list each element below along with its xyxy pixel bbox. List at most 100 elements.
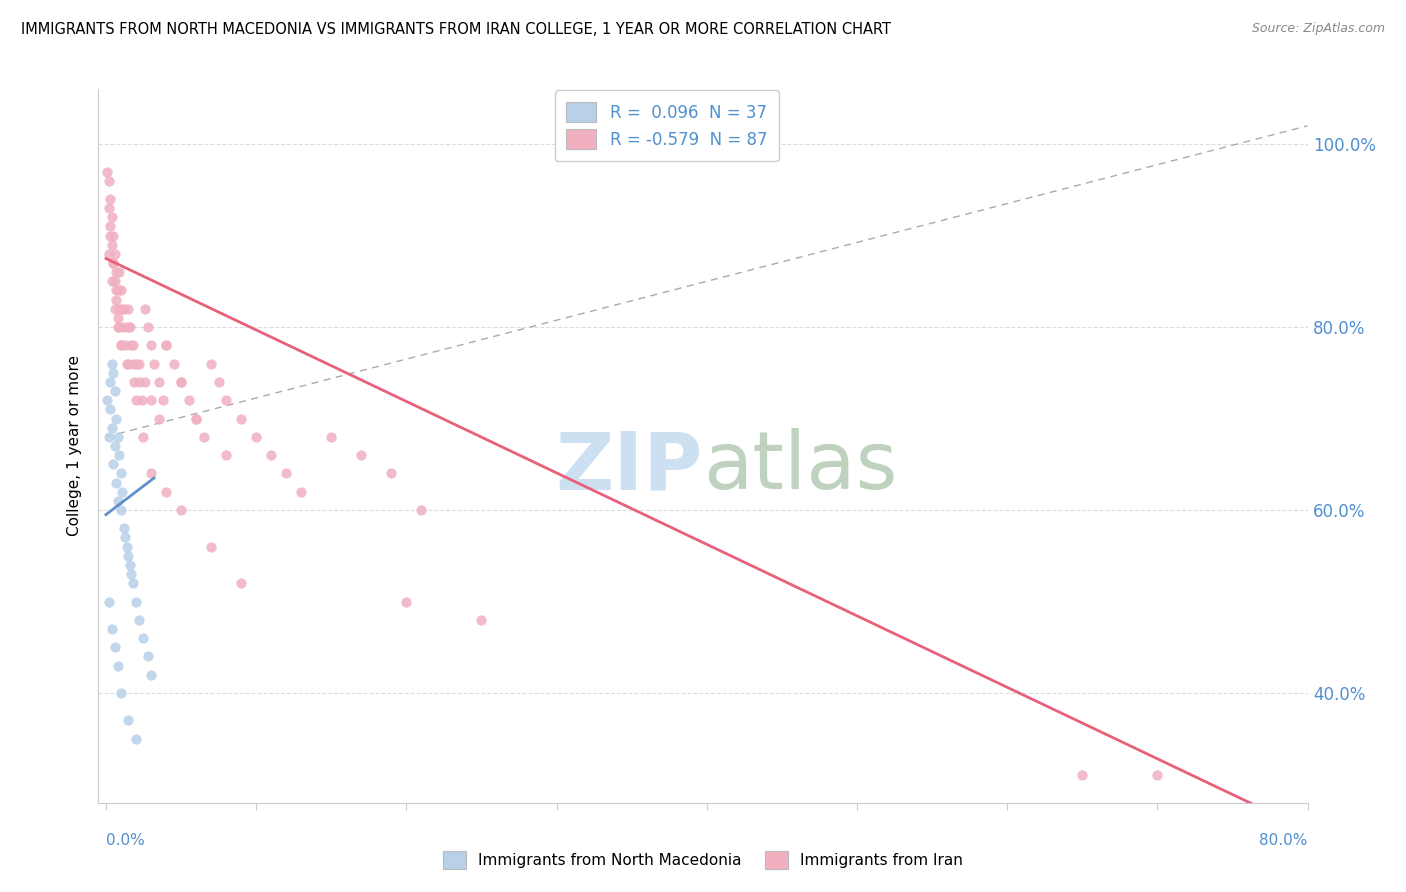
Point: [128, 613, 150, 627]
Point: [105, 284, 128, 298]
Point: [117, 549, 139, 563]
Point: [131, 393, 153, 408]
Point: [125, 594, 148, 608]
Point: [110, 338, 132, 352]
Point: [105, 265, 128, 279]
Point: [260, 448, 283, 462]
Point: [139, 338, 162, 352]
Point: [184, 411, 207, 425]
Point: [107, 658, 129, 673]
Point: [117, 714, 139, 728]
Point: [128, 357, 150, 371]
Point: [177, 393, 200, 408]
Point: [97, 174, 120, 188]
Point: [100, 402, 122, 417]
Text: 0.0%: 0.0%: [105, 833, 145, 848]
Point: [128, 375, 150, 389]
Point: [114, 338, 136, 352]
Point: [101, 420, 124, 434]
Point: [134, 375, 156, 389]
Point: [110, 686, 132, 700]
Point: [110, 338, 132, 352]
Point: [101, 357, 124, 371]
Point: [105, 475, 128, 490]
Point: [117, 301, 139, 316]
Point: [395, 594, 418, 608]
Point: [170, 375, 193, 389]
Point: [134, 301, 156, 316]
Point: [108, 448, 131, 462]
Point: [104, 384, 127, 398]
Y-axis label: College, 1 year or more: College, 1 year or more: [67, 356, 83, 536]
Point: [114, 531, 136, 545]
Point: [122, 357, 145, 371]
Point: [245, 430, 267, 444]
Point: [121, 567, 143, 582]
Point: [97, 247, 120, 261]
Legend: Immigrants from North Macedonia, Immigrants from Iran: Immigrants from North Macedonia, Immigra…: [437, 845, 969, 875]
Point: [107, 310, 129, 325]
Point: [107, 494, 129, 508]
Point: [112, 320, 135, 334]
Point: [125, 731, 148, 746]
Point: [122, 576, 145, 591]
Point: [100, 375, 122, 389]
Point: [139, 393, 162, 408]
Point: [162, 357, 184, 371]
Point: [103, 256, 125, 270]
Point: [229, 576, 252, 591]
Point: [155, 338, 177, 352]
Point: [107, 284, 129, 298]
Point: [229, 411, 252, 425]
Point: [104, 439, 127, 453]
Point: [136, 649, 159, 664]
Point: [112, 521, 135, 535]
Point: [132, 631, 155, 645]
Point: [96, 164, 118, 178]
Point: [200, 357, 222, 371]
Point: [148, 375, 170, 389]
Point: [110, 503, 132, 517]
Point: [207, 375, 229, 389]
Point: [111, 301, 134, 316]
Point: [101, 622, 124, 636]
Point: [136, 320, 159, 334]
Point: [105, 293, 128, 307]
Legend: R =  0.096  N = 37, R = -0.579  N = 87: R = 0.096 N = 37, R = -0.579 N = 87: [554, 90, 779, 161]
Point: [104, 301, 127, 316]
Point: [104, 640, 127, 655]
Point: [170, 375, 193, 389]
Point: [121, 338, 143, 352]
Point: [155, 338, 177, 352]
Point: [290, 484, 312, 499]
Point: [110, 284, 132, 298]
Point: [103, 228, 125, 243]
Point: [115, 540, 138, 554]
Point: [184, 411, 207, 425]
Point: [108, 320, 131, 334]
Point: [100, 192, 122, 206]
Point: [117, 357, 139, 371]
Point: [103, 256, 125, 270]
Point: [215, 393, 238, 408]
Point: [1071, 768, 1094, 782]
Point: [122, 338, 145, 352]
Point: [101, 237, 124, 252]
Point: [104, 274, 127, 288]
Point: [380, 467, 402, 481]
Point: [97, 430, 120, 444]
Text: ZIP: ZIP: [555, 428, 703, 507]
Point: [193, 430, 215, 444]
Point: [101, 211, 124, 225]
Point: [132, 430, 155, 444]
Point: [143, 357, 166, 371]
Point: [215, 448, 238, 462]
Point: [115, 357, 138, 371]
Point: [125, 393, 148, 408]
Point: [111, 484, 134, 499]
Point: [118, 320, 141, 334]
Point: [350, 448, 373, 462]
Point: [470, 613, 492, 627]
Text: 80.0%: 80.0%: [1260, 833, 1308, 848]
Point: [152, 393, 174, 408]
